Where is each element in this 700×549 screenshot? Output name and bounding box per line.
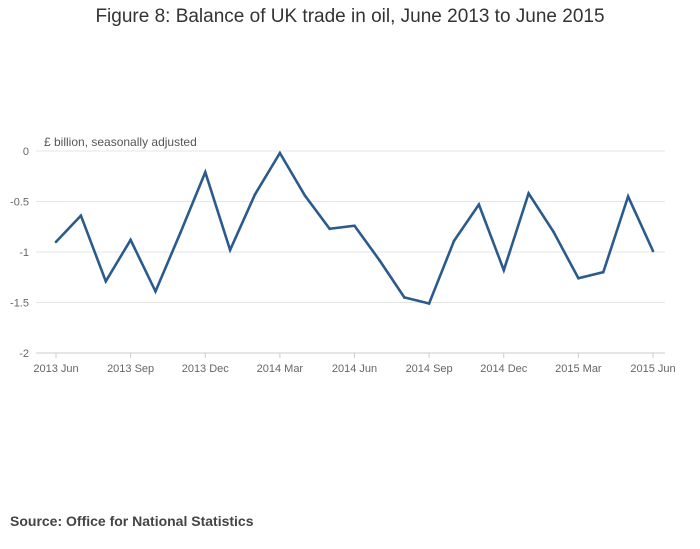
x-tick-label: 2014 Jun [332, 363, 377, 375]
data-point [54, 240, 58, 244]
y-axis-label: £ billion, seasonally adjusted [44, 135, 197, 149]
data-point [452, 239, 456, 243]
data-point [179, 231, 182, 235]
data-point [626, 195, 630, 198]
x-tick-label: 2013 Jun [33, 363, 78, 375]
x-axis: 2013 Jun 2013 Sep 2013 Dec 2014 Mar 2014 Jun… [33, 353, 676, 375]
x-tick-label: 2013 Dec [182, 363, 230, 375]
x-tick-label: 2015 Mar [555, 363, 602, 375]
x-tick-label: 2015 Jun [630, 363, 675, 375]
data-point [502, 268, 506, 272]
y-tick-label: -1 [19, 247, 29, 259]
y-tick-label: -2 [19, 348, 29, 360]
data-point [527, 192, 530, 195]
data-point [353, 224, 356, 228]
data-point [228, 248, 232, 252]
data-point [104, 279, 108, 283]
data-point [278, 151, 282, 155]
data-series [54, 150, 655, 306]
data-point [427, 302, 431, 305]
data-point [552, 230, 555, 234]
chart-title: Figure 8: Balance of UK trade in oil, Ju… [95, 6, 605, 27]
series-line [55, 150, 655, 306]
data-point [651, 249, 655, 253]
data-point [79, 214, 83, 217]
data-point [601, 270, 605, 274]
data-point [477, 203, 481, 206]
y-tick-label: 0 [23, 146, 29, 158]
x-tick-label: 2014 Sep [406, 363, 453, 375]
y-tick-labels: 0 -0.5 -1 -1.5 -2 [10, 146, 29, 360]
data-point [253, 193, 257, 196]
data-point [129, 238, 132, 242]
x-tick-label: 2014 Dec [480, 363, 528, 375]
data-point [154, 290, 157, 293]
source-note: Source: Office for National Statistics [10, 513, 254, 529]
x-tick-label: 2013 Sep [107, 363, 154, 375]
data-point [328, 227, 331, 231]
data-point [378, 258, 381, 262]
gridlines [36, 150, 665, 354]
y-tick-label: -1.5 [10, 298, 29, 310]
data-point [203, 170, 207, 174]
x-tick-label: 2014 Mar [257, 363, 304, 375]
data-point [577, 276, 580, 280]
y-tick-label: -0.5 [10, 197, 29, 209]
data-point [303, 194, 307, 197]
data-point [402, 296, 406, 299]
